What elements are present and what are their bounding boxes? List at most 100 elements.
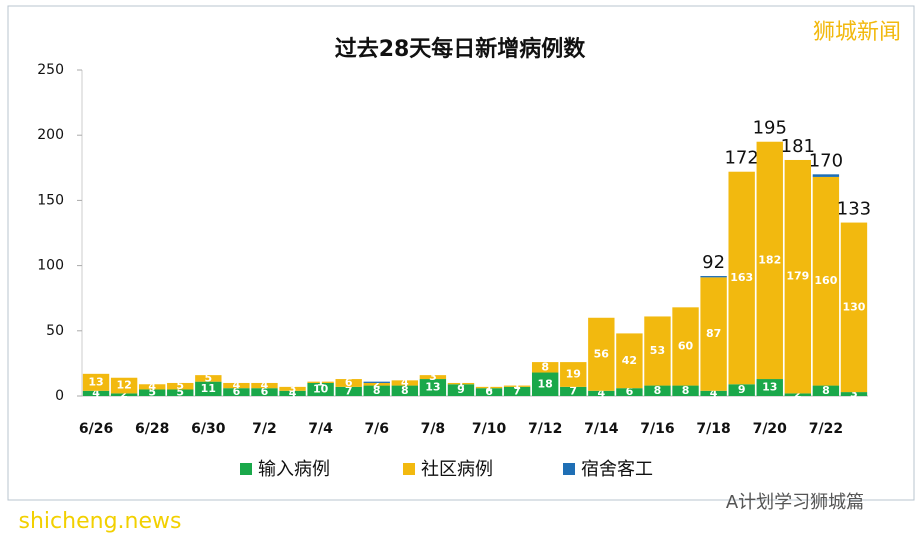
legend-swatch xyxy=(403,463,415,475)
bar-value-label: 11 xyxy=(201,382,216,395)
bar-segment xyxy=(279,390,306,396)
bar-value-label: 13 xyxy=(762,381,777,394)
x-tick-label: 6/28 xyxy=(135,421,169,437)
bar-segment xyxy=(475,388,503,396)
bar-value-label: 8 xyxy=(401,384,409,397)
bar-value-label: 10 xyxy=(313,382,329,395)
bar-value-label: 13 xyxy=(425,381,440,394)
bar-segment xyxy=(195,375,222,382)
total-label: 133 xyxy=(837,199,871,220)
bar-value-label: 1 xyxy=(317,375,325,388)
bar-segment xyxy=(138,389,166,396)
bar-value-label: 5 xyxy=(148,386,156,399)
bar-value-label: 1 xyxy=(485,381,493,394)
bar-segment xyxy=(363,381,390,383)
x-tick-label: 7/18 xyxy=(696,421,730,437)
bar-value-label: 4 xyxy=(261,379,269,392)
bar-segment xyxy=(728,384,755,396)
bar-segment xyxy=(475,386,503,389)
bar-segment xyxy=(700,390,727,396)
bar-value-label: 8 xyxy=(822,384,830,397)
watermark: 狮城新闻 xyxy=(813,20,901,45)
bar-segment xyxy=(82,373,110,391)
bar-segment xyxy=(672,307,699,386)
bar-segment xyxy=(251,388,278,396)
bar-segment xyxy=(307,381,334,383)
bar-segment xyxy=(167,382,194,390)
x-tick-label: 7/10 xyxy=(472,421,507,437)
x-tick-label: 7/22 xyxy=(809,421,843,437)
total-label: 92 xyxy=(702,252,725,273)
bar-segment xyxy=(700,277,727,391)
bar-segment xyxy=(447,384,475,396)
bar-segment xyxy=(335,386,362,396)
bar-segment xyxy=(195,381,222,396)
legend-label: 宿舍客工 xyxy=(581,459,653,480)
chart-title: 过去28天每日新增病例数 xyxy=(335,36,587,62)
bar-segment xyxy=(728,171,755,385)
bar-value-label: 12 xyxy=(116,379,131,392)
bar-value-label: 42 xyxy=(622,354,637,367)
bar-value-label: 1 xyxy=(513,379,521,392)
bar-value-label: 7 xyxy=(345,384,353,397)
total-label: 170 xyxy=(809,150,843,171)
x-tick-label: 7/12 xyxy=(528,421,562,437)
bar-value-label: 6 xyxy=(626,385,634,398)
bar-segment xyxy=(447,382,475,385)
bar-segment xyxy=(82,390,110,396)
bar-segment xyxy=(812,176,840,386)
bar-value-label: 4 xyxy=(148,380,156,393)
bar-value-label: 4 xyxy=(289,386,297,399)
bar-value-label: 160 xyxy=(814,274,837,287)
bar-segment xyxy=(812,385,840,396)
bar-value-label: 6 xyxy=(261,385,269,398)
bar-value-label: 7 xyxy=(513,384,521,397)
bar-segment xyxy=(616,333,643,389)
bar-segment xyxy=(419,375,447,380)
bar-value-label: 4 xyxy=(401,376,409,389)
bar-value-label: 2 xyxy=(794,388,802,401)
bar-value-label: 163 xyxy=(730,271,753,284)
bar-segment xyxy=(644,385,671,396)
bar-segment xyxy=(363,385,390,396)
bar-value-label: 5 xyxy=(176,379,184,392)
x-tick-label: 7/6 xyxy=(364,421,389,437)
bar-value-label: 19 xyxy=(566,367,581,380)
bar-segment xyxy=(616,388,643,396)
bar-segment xyxy=(840,392,868,396)
legend-swatch xyxy=(563,463,575,475)
bar-value-label: 8 xyxy=(373,384,381,397)
bar-value-label: 3 xyxy=(429,370,437,383)
bar-value-label: 9 xyxy=(457,383,465,396)
legend-swatch xyxy=(240,463,252,475)
bar-value-label: 8 xyxy=(654,384,662,397)
bar-segment xyxy=(756,141,783,380)
y-tick-label: 250 xyxy=(37,62,64,78)
bar-segment xyxy=(700,276,727,278)
bar-value-label: 182 xyxy=(758,253,781,266)
bar-segment xyxy=(784,159,812,394)
total-label: 181 xyxy=(781,136,815,157)
x-tick-label: 7/2 xyxy=(252,421,277,437)
bar-segment xyxy=(251,382,278,389)
footer: A计划学习狮城篇 xyxy=(726,492,864,513)
bar-value-label: 4 xyxy=(233,379,241,392)
bar-segment xyxy=(138,384,166,390)
x-tick-label: 6/30 xyxy=(191,421,226,437)
bar-segment xyxy=(672,385,699,396)
bar-value-label: 56 xyxy=(594,347,610,360)
y-tick-label: 100 xyxy=(37,258,64,274)
bar-segment xyxy=(391,380,419,386)
bar-value-label: 4 xyxy=(710,386,718,399)
bar-segment xyxy=(531,362,559,373)
bar-value-label: 9 xyxy=(738,383,746,396)
bar-value-label: 6 xyxy=(233,385,241,398)
bar-value-label: 130 xyxy=(842,300,865,313)
bar-value-label: 60 xyxy=(678,339,694,352)
bar-value-label: 18 xyxy=(538,377,553,390)
bar-segment xyxy=(110,393,138,396)
total-label: 172 xyxy=(724,148,758,169)
bar-value-label: 3 xyxy=(289,382,297,395)
